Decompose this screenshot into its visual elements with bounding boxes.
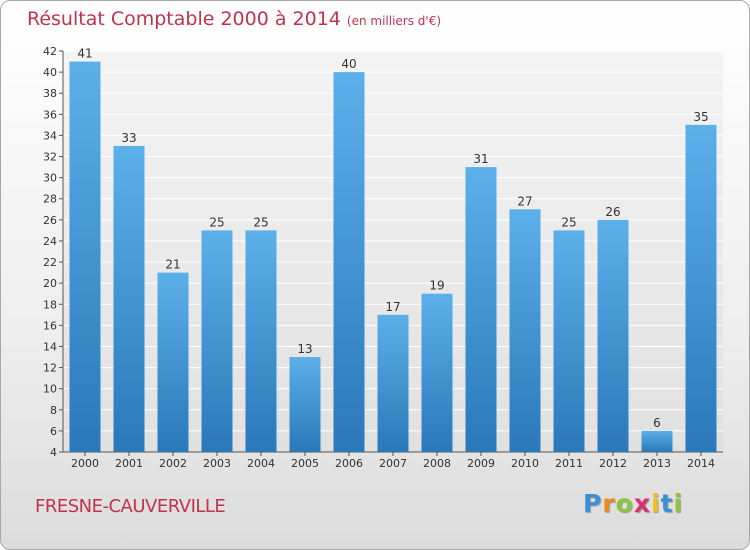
value-label-2005: 13 [297, 342, 312, 356]
y-tick-label: 24 [43, 235, 57, 248]
logo-letter: o [615, 489, 634, 518]
value-label-2010: 27 [517, 194, 532, 208]
y-tick-label: 6 [50, 425, 57, 438]
x-tick-label-2008: 2008 [423, 457, 451, 470]
bar-2000 [69, 61, 101, 452]
y-tick-label: 18 [43, 298, 57, 311]
y-tick-label: 40 [43, 66, 57, 79]
value-label-2002: 21 [165, 258, 180, 272]
x-tick-label-2011: 2011 [555, 457, 583, 470]
y-tick-label: 20 [43, 277, 57, 290]
x-tick-label-2002: 2002 [159, 457, 187, 470]
y-tick-label: 28 [43, 193, 57, 206]
proxiti-logo: Proxiti [583, 489, 683, 518]
x-tick-label-2004: 2004 [247, 457, 275, 470]
value-label-2011: 25 [561, 215, 576, 229]
bar-2008 [421, 293, 453, 452]
value-label-2001: 33 [121, 131, 136, 145]
x-tick-label-2013: 2013 [643, 457, 671, 470]
x-tick-label-2014: 2014 [687, 457, 715, 470]
bar-2002 [157, 272, 189, 452]
value-label-2009: 31 [473, 152, 488, 166]
value-label-2007: 17 [385, 300, 400, 314]
bar-2001 [113, 145, 145, 452]
logo-letter: t [660, 489, 674, 518]
bar-2003 [201, 230, 233, 452]
value-label-2004: 25 [253, 215, 268, 229]
bar-2007 [377, 314, 409, 452]
y-tick-label: 26 [43, 214, 57, 227]
bar-2006 [333, 72, 365, 453]
y-tick-label: 36 [43, 108, 57, 121]
bar-2011 [553, 230, 585, 452]
bar-2012 [597, 219, 629, 452]
y-tick-label: 42 [43, 45, 57, 58]
x-tick-label-2007: 2007 [379, 457, 407, 470]
y-tick-label: 8 [50, 404, 57, 417]
logo-letter: i [673, 489, 684, 518]
y-tick-label: 16 [43, 319, 57, 332]
y-tick-label: 4 [50, 446, 57, 459]
y-tick-label: 14 [43, 340, 57, 353]
value-label-2008: 19 [429, 279, 444, 293]
x-tick-label-2010: 2010 [511, 457, 539, 470]
y-tick-label: 22 [43, 256, 57, 269]
y-tick-label: 12 [43, 362, 57, 375]
x-tick-label-2000: 2000 [71, 457, 99, 470]
value-label-2013: 6 [653, 416, 661, 430]
value-label-2003: 25 [209, 215, 224, 229]
chart-unit-label: (en milliers d'€) [346, 14, 442, 28]
x-tick-label-2012: 2012 [599, 457, 627, 470]
x-tick-label-2009: 2009 [467, 457, 495, 470]
bars: 41 33 21 25 25 13 40 17 19 31 27 25 26 6 35 [69, 47, 717, 453]
bar-2010 [509, 209, 541, 452]
y-tick-label: 38 [43, 87, 57, 100]
y-tick-label: 10 [43, 383, 57, 396]
bar-2004 [245, 230, 277, 452]
value-label-2014: 35 [693, 110, 708, 124]
y-tick-label: 32 [43, 151, 57, 164]
value-label-2006: 40 [341, 57, 356, 71]
x-tick-label-2003: 2003 [203, 457, 231, 470]
logo-letter: P [583, 489, 603, 518]
bar-2014 [685, 124, 717, 453]
logo-letter: x [633, 489, 651, 518]
city-name: FRESNE-CAUVERVILLE [35, 496, 226, 517]
value-label-2000: 41 [77, 47, 92, 61]
logo-letter: r [602, 489, 616, 518]
chart-title-text: Résultat Comptable 2000 à 2014 [27, 8, 341, 30]
y-tick-label: 34 [43, 129, 57, 142]
x-tick-label-2006: 2006 [335, 457, 363, 470]
bar-2013 [641, 430, 673, 452]
value-label-2012: 26 [605, 205, 620, 219]
chart-title: Résultat Comptable 2000 à 2014 (en millie… [27, 8, 441, 30]
bar-2005 [289, 357, 321, 452]
logo-letter: i [651, 489, 661, 518]
x-tick-label-2005: 2005 [291, 457, 319, 470]
bar-2009 [465, 167, 497, 452]
y-tick-label: 30 [43, 172, 57, 185]
x-tick-label-2001: 2001 [115, 457, 143, 470]
